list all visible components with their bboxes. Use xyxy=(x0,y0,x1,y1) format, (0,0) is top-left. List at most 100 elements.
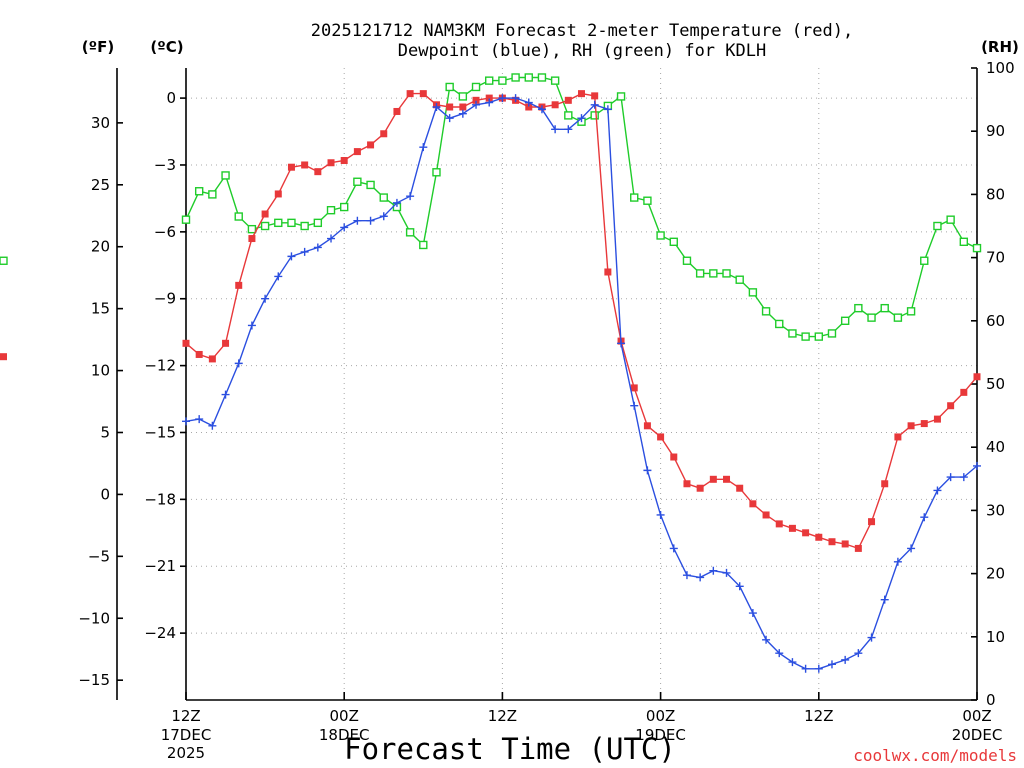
celsius-tick-label: −9 xyxy=(154,290,176,308)
chart-title-line-1: 2025121712 NAM3KM Forecast 2-meter Tempe… xyxy=(311,21,853,41)
rh-tick-label: 0 xyxy=(986,691,996,709)
dewpoint-point xyxy=(775,649,784,658)
2-meter-temperature-point xyxy=(274,190,282,198)
celsius-tick-label: −6 xyxy=(154,223,176,241)
rh-point xyxy=(630,193,639,202)
dewpoint-point xyxy=(682,571,691,580)
2-meter-temperature-point xyxy=(0,353,7,361)
rh-point xyxy=(550,76,560,85)
rh-point xyxy=(445,82,454,92)
celsius-tick-label: −18 xyxy=(144,490,176,508)
2-meter-temperature-point xyxy=(208,355,216,363)
time-tick-date-label: 19DEC xyxy=(635,726,686,744)
2-meter-temperature-point xyxy=(947,402,955,410)
dewpoint-point xyxy=(643,466,652,475)
fahrenheit-tick-label: 10 xyxy=(91,362,110,380)
dewpoint-point xyxy=(182,417,190,426)
dewpoint-point xyxy=(247,321,256,330)
2-meter-temperature-point xyxy=(446,103,454,111)
rh-point xyxy=(656,231,665,240)
rh-tick-label: 50 xyxy=(986,375,1005,393)
dewpoint-point xyxy=(696,573,705,582)
data-series xyxy=(0,73,982,673)
celsius-tick-label: −12 xyxy=(144,357,176,375)
rh-point xyxy=(313,218,323,228)
2-meter-temperature-point xyxy=(327,159,335,167)
2-meter-temperature-point xyxy=(578,90,585,98)
dewpoint-point xyxy=(313,243,322,252)
rh-point xyxy=(801,332,810,341)
rh-tick-label: 10 xyxy=(986,628,1005,646)
fahrenheit-tick-label: −5 xyxy=(88,547,110,565)
dewpoint-point xyxy=(472,100,481,109)
dewpoint-point xyxy=(537,105,546,114)
time-tick-date-label: 20DEC xyxy=(952,726,1003,744)
dewpoint-point xyxy=(564,125,573,134)
dewpoint-point xyxy=(221,390,230,399)
dewpoint-point xyxy=(762,635,771,644)
dewpoint-point xyxy=(406,192,415,201)
dewpoint-point xyxy=(498,94,507,103)
dewpoint-point xyxy=(327,234,336,243)
2-meter-temperature-point xyxy=(261,210,269,218)
rh-point xyxy=(300,221,309,231)
time-tick-date-label: 17DEC xyxy=(161,726,212,744)
rh-point xyxy=(340,202,349,212)
dewpoint-point xyxy=(880,595,889,604)
credit-link[interactable]: coolwx.com/models xyxy=(853,746,1017,765)
rh-tick-label: 90 xyxy=(986,122,1005,140)
rh-tick-label: 80 xyxy=(986,185,1005,203)
2-meter-temperature-point xyxy=(960,388,968,396)
chart-title-line-2: Dewpoint (blue), RH (green) for KDLH xyxy=(398,41,766,61)
rh-point xyxy=(590,111,599,120)
rh-point xyxy=(537,73,547,82)
2-meter-temperature-point xyxy=(828,538,836,546)
2-meter-temperature-point xyxy=(868,518,876,526)
fahrenheit-tick-label: −15 xyxy=(78,671,110,689)
time-tick-label: 00Z xyxy=(330,707,359,725)
2-meter-temperature-point xyxy=(920,420,928,428)
dewpoint-point xyxy=(274,272,283,281)
time-tick-label: 12Z xyxy=(804,707,833,725)
rh-point xyxy=(867,313,876,322)
rh-point xyxy=(972,243,982,253)
fahrenheit-axis-label: (ºF) xyxy=(82,38,114,56)
dewpoint-point xyxy=(524,98,533,107)
rh-point xyxy=(959,237,969,247)
dewpoint-point xyxy=(709,566,718,575)
2-meter-temperature-point xyxy=(670,453,678,461)
celsius-tick-label: −24 xyxy=(144,624,176,642)
dewpoint-point xyxy=(590,100,599,109)
2-meter-temperature-point xyxy=(182,339,190,347)
rh-point xyxy=(379,193,388,202)
2-meter-temperature-point xyxy=(380,130,388,138)
2-meter-temperature-point xyxy=(696,484,704,492)
dewpoint-point xyxy=(735,582,744,591)
dewpoint-point xyxy=(854,649,863,658)
celsius-tick-label: −21 xyxy=(144,557,176,575)
rh-point xyxy=(432,168,441,177)
rh-point xyxy=(920,256,929,265)
2-meter-temperature-point xyxy=(485,94,493,102)
2-meter-temperature-point xyxy=(775,520,783,528)
time-tick-label: 12Z xyxy=(171,707,200,725)
celsius-axis-label: (ºC) xyxy=(150,38,183,56)
rh-tick-label: 40 xyxy=(986,438,1005,456)
rh-point xyxy=(471,82,481,92)
dewpoint-point xyxy=(287,252,296,261)
2-meter-temperature-point xyxy=(683,480,691,488)
dewpoint-point xyxy=(920,513,929,522)
2-meter-temperature-point xyxy=(736,484,744,492)
dewpoint-point xyxy=(208,421,217,430)
rh-point xyxy=(616,92,626,101)
rh-point xyxy=(854,303,863,313)
dewpoint-point xyxy=(551,125,560,134)
dewpoint-point xyxy=(801,664,810,673)
2-meter-temperature-point xyxy=(749,500,757,508)
rh-point xyxy=(761,307,771,316)
2-meter-temperature-point xyxy=(604,268,612,276)
rh-point xyxy=(524,73,533,82)
dewpoint-point xyxy=(195,415,204,424)
2-meter-temperature-point xyxy=(894,433,902,441)
2-meter-temperature-point xyxy=(762,511,770,519)
